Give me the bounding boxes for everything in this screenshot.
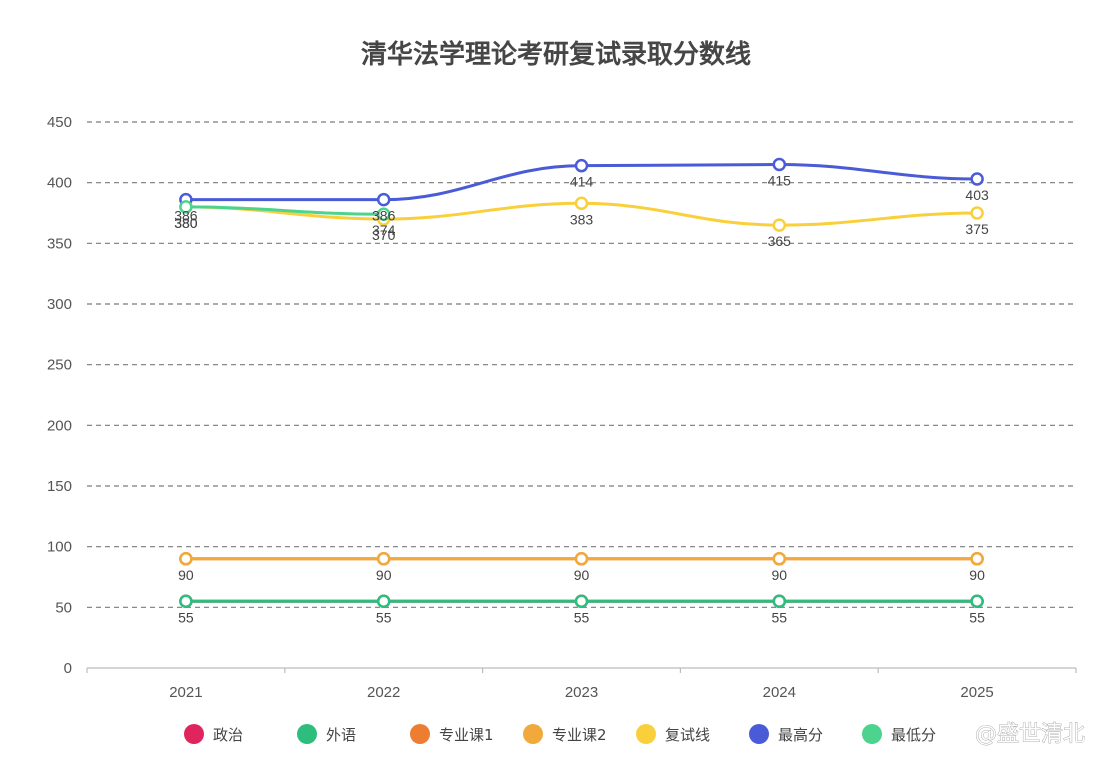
y-axis: 0 50 100 150 200 250 300 350 400 450 xyxy=(47,114,72,677)
data-point xyxy=(970,206,984,220)
legend-item-专业课2[interactable]: 专业课2 xyxy=(523,724,607,744)
chart-title: 清华法学理论考研复试录取分数线 xyxy=(361,39,751,70)
legend-label: 专业课1 xyxy=(439,726,494,744)
data-point xyxy=(772,594,787,609)
series-layer xyxy=(179,157,984,609)
legend-label: 专业课2 xyxy=(552,726,607,744)
data-point xyxy=(179,200,193,214)
data-label: 374 xyxy=(372,222,396,238)
data-label: 55 xyxy=(969,609,985,625)
data-point xyxy=(970,552,984,566)
legend-label: 最高分 xyxy=(778,726,823,744)
data-point xyxy=(772,552,787,566)
data-label: 55 xyxy=(178,609,194,625)
data-label: 90 xyxy=(772,567,788,583)
data-label: 365 xyxy=(768,233,792,249)
data-label: 90 xyxy=(969,567,985,583)
data-label: 386 xyxy=(372,208,396,224)
data-point xyxy=(574,196,589,211)
x-tick-label: 2022 xyxy=(367,684,400,701)
legend-label: 外语 xyxy=(326,726,356,744)
y-tick-label: 100 xyxy=(47,539,72,556)
data-point xyxy=(376,594,391,609)
y-tick-label: 50 xyxy=(55,599,72,616)
y-tick-label: 250 xyxy=(47,357,72,374)
legend-item-政治[interactable]: 政治 xyxy=(184,724,243,744)
data-label: 90 xyxy=(376,567,392,583)
data-label: 380 xyxy=(174,215,198,231)
x-tick-label: 2023 xyxy=(565,684,598,701)
data-label: 55 xyxy=(772,609,788,625)
data-label: 375 xyxy=(965,221,989,237)
legend[interactable]: 政治 外语 专业课1 专业课2 复试线 最高分 最低分 xyxy=(184,724,936,744)
data-point xyxy=(376,552,391,566)
legend-item-最高分[interactable]: 最高分 xyxy=(749,724,823,744)
legend-marker xyxy=(523,724,543,744)
watermark: @盛世清北 xyxy=(975,722,1085,747)
legend-label: 政治 xyxy=(213,726,243,744)
data-point xyxy=(179,552,193,566)
data-label: 383 xyxy=(570,211,594,227)
series-line-最低分 xyxy=(185,205,384,216)
data-point xyxy=(574,552,589,566)
data-label: 55 xyxy=(376,609,392,625)
y-tick-label: 0 xyxy=(64,660,72,677)
x-axis: 2021 2022 2023 2024 2025 xyxy=(86,667,1077,701)
data-point xyxy=(970,594,984,609)
data-point xyxy=(772,218,787,232)
data-label: 414 xyxy=(570,174,594,190)
data-labels: 55 55 55 55 55 90 90 90 90 90 380 370 383 365 375 386 38… xyxy=(174,172,989,625)
y-tick-label: 400 xyxy=(47,175,72,192)
x-tick-label: 2025 xyxy=(960,684,993,701)
data-point xyxy=(574,158,589,173)
data-label: 415 xyxy=(768,172,792,188)
grid xyxy=(87,121,1076,608)
x-tick-label: 2024 xyxy=(763,684,796,701)
data-point xyxy=(179,594,193,609)
data-point xyxy=(376,192,391,207)
y-tick-label: 200 xyxy=(47,417,72,434)
legend-marker xyxy=(862,724,882,744)
legend-item-专业课1[interactable]: 专业课1 xyxy=(410,724,494,744)
data-label: 386 xyxy=(174,208,198,224)
legend-label: 复试线 xyxy=(665,726,710,744)
legend-marker xyxy=(297,724,317,744)
legend-marker xyxy=(184,724,204,744)
legend-label: 最低分 xyxy=(891,726,936,744)
legend-item-外语[interactable]: 外语 xyxy=(297,724,356,744)
legend-marker xyxy=(636,724,656,744)
y-tick-label: 150 xyxy=(47,478,72,495)
data-point xyxy=(574,594,589,609)
data-point xyxy=(772,157,787,172)
data-label: 90 xyxy=(178,567,194,583)
data-point xyxy=(376,207,391,221)
data-point xyxy=(970,172,984,186)
data-label: 403 xyxy=(965,187,989,203)
legend-item-最低分[interactable]: 最低分 xyxy=(862,724,936,744)
legend-marker xyxy=(749,724,769,744)
data-label: 55 xyxy=(574,609,590,625)
data-label: 370 xyxy=(372,227,396,243)
y-tick-label: 450 xyxy=(47,114,72,131)
legend-marker xyxy=(410,724,430,744)
data-label: 90 xyxy=(574,567,590,583)
x-tick-label: 2021 xyxy=(169,684,202,701)
legend-item-复试线[interactable]: 复试线 xyxy=(636,724,710,744)
data-label: 380 xyxy=(174,215,198,231)
y-tick-label: 350 xyxy=(47,235,72,252)
y-tick-label: 300 xyxy=(47,296,72,313)
